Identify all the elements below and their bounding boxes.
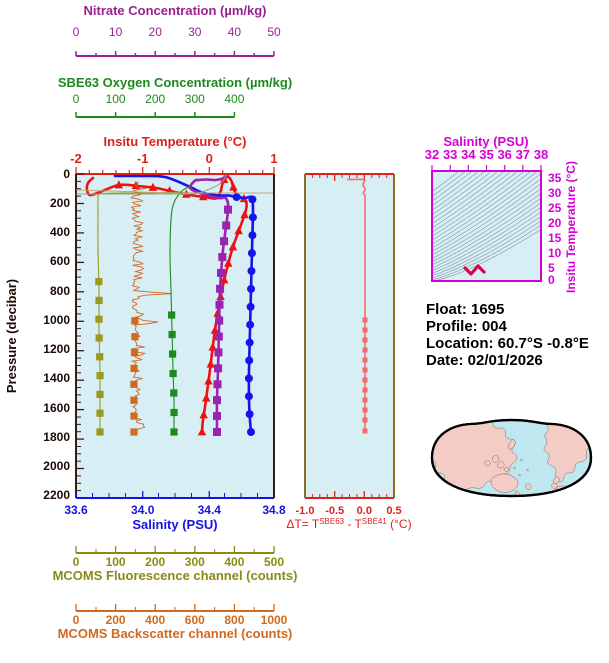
svg-text:36: 36 — [497, 147, 511, 162]
svg-text:32: 32 — [425, 147, 439, 162]
svg-text:40: 40 — [228, 25, 242, 39]
svg-text:25: 25 — [548, 201, 562, 215]
svg-text:Insitu Temperature (°C): Insitu Temperature (°C) — [104, 134, 247, 149]
svg-text:Insitu Temperature (°C): Insitu Temperature (°C) — [564, 161, 578, 293]
svg-text:200: 200 — [145, 555, 165, 569]
svg-text:20: 20 — [548, 216, 562, 230]
svg-text:30: 30 — [188, 25, 202, 39]
svg-text:34.4: 34.4 — [198, 503, 222, 517]
svg-text:800: 800 — [224, 613, 244, 627]
svg-text:600: 600 — [50, 254, 70, 268]
svg-text:Date: 02/01/2026: Date: 02/01/2026 — [426, 352, 543, 369]
svg-text:2200: 2200 — [43, 488, 70, 502]
svg-text:1200: 1200 — [43, 342, 70, 356]
svg-text:0: 0 — [73, 555, 80, 569]
svg-text:33.6: 33.6 — [64, 503, 88, 517]
svg-text:33: 33 — [443, 147, 457, 162]
svg-text:ΔT= TSBE63 - TSBE41 (°C): ΔT= TSBE63 - TSBE41 (°C) — [286, 517, 411, 532]
svg-text:600: 600 — [185, 613, 205, 627]
svg-text:0: 0 — [73, 25, 80, 39]
svg-text:0: 0 — [73, 613, 80, 627]
svg-text:MCOMS Backscatter channel (cou: MCOMS Backscatter channel (counts) — [58, 626, 293, 641]
svg-text:Salinity (PSU): Salinity (PSU) — [132, 517, 217, 532]
svg-text:0.0: 0.0 — [357, 505, 372, 517]
svg-text:-1.0: -1.0 — [296, 505, 315, 517]
svg-text:2000: 2000 — [43, 459, 70, 473]
svg-text:1: 1 — [270, 151, 277, 166]
svg-text:1800: 1800 — [43, 430, 70, 444]
svg-text:34.8: 34.8 — [262, 503, 286, 517]
svg-text:37: 37 — [516, 147, 530, 162]
svg-text:35: 35 — [548, 171, 562, 185]
svg-text:0: 0 — [548, 273, 555, 287]
svg-text:MCOMS Fluorescence channel (co: MCOMS Fluorescence channel (counts) — [53, 568, 298, 583]
svg-text:400: 400 — [145, 613, 165, 627]
svg-text:Profile: 004: Profile: 004 — [426, 318, 508, 335]
svg-text:38: 38 — [534, 147, 548, 162]
svg-text:1400: 1400 — [43, 371, 70, 385]
svg-text:300: 300 — [185, 92, 205, 106]
svg-text:0: 0 — [73, 92, 80, 106]
svg-text:-1: -1 — [137, 151, 149, 166]
svg-text:400: 400 — [50, 225, 70, 239]
svg-text:200: 200 — [145, 92, 165, 106]
svg-text:200: 200 — [50, 196, 70, 210]
svg-text:-2: -2 — [70, 151, 82, 166]
svg-text:800: 800 — [50, 284, 70, 298]
svg-text:10: 10 — [109, 25, 123, 39]
svg-text:SBE63 Oxygen Concentration (µm: SBE63 Oxygen Concentration (µm/kg) — [58, 75, 292, 90]
svg-text:100: 100 — [106, 555, 126, 569]
svg-text:30: 30 — [548, 186, 562, 200]
svg-text:1000: 1000 — [261, 613, 288, 627]
svg-text:0.5: 0.5 — [386, 505, 401, 517]
svg-text:500: 500 — [264, 555, 284, 569]
svg-text:1600: 1600 — [43, 401, 70, 415]
svg-text:10: 10 — [548, 246, 562, 260]
svg-text:Location: 60.7°S -0.8°E: Location: 60.7°S -0.8°E — [426, 335, 589, 352]
svg-text:34: 34 — [461, 147, 476, 162]
svg-text:0: 0 — [206, 151, 213, 166]
svg-text:0: 0 — [63, 167, 70, 181]
svg-text:35: 35 — [479, 147, 493, 162]
svg-text:20: 20 — [149, 25, 163, 39]
svg-text:400: 400 — [224, 555, 244, 569]
svg-text:34.0: 34.0 — [131, 503, 155, 517]
svg-text:Nitrate Concentration (µm/kg): Nitrate Concentration (µm/kg) — [83, 3, 266, 18]
svg-text:50: 50 — [267, 25, 281, 39]
svg-text:200: 200 — [106, 613, 126, 627]
svg-text:Pressure (decibar): Pressure (decibar) — [4, 279, 19, 393]
svg-text:1000: 1000 — [43, 313, 70, 327]
svg-text:400: 400 — [224, 92, 244, 106]
svg-text:100: 100 — [106, 92, 126, 106]
svg-text:15: 15 — [548, 231, 562, 245]
svg-text:300: 300 — [185, 555, 205, 569]
svg-text:Float: 1695: Float: 1695 — [426, 301, 504, 318]
svg-text:-0.5: -0.5 — [325, 505, 344, 517]
